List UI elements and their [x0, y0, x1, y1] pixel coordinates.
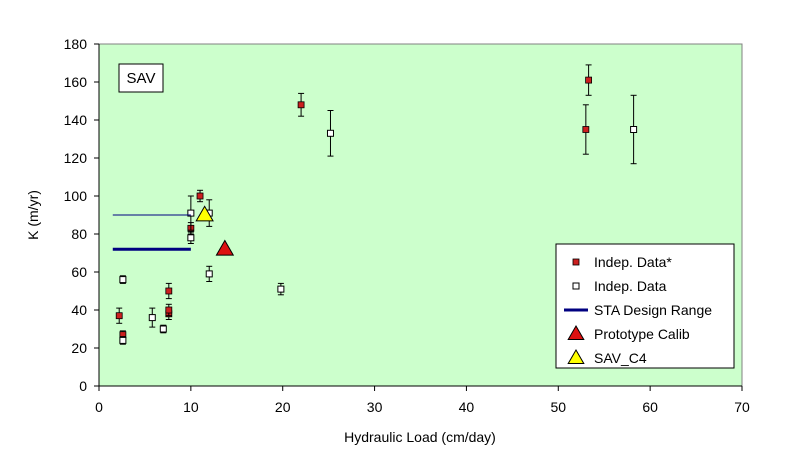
indep-data-point — [630, 126, 638, 133]
x-tick-label: 50 — [550, 399, 566, 415]
y-tick-label: 80 — [71, 226, 87, 242]
legend-label: Indep. Data — [594, 278, 667, 294]
indep-data-point — [205, 270, 213, 278]
y-tick-label: 180 — [64, 36, 88, 52]
indep-data-point — [187, 234, 195, 242]
indep-data-point — [277, 285, 285, 293]
x-tick-label: 30 — [367, 399, 383, 415]
legend-symbol-prototype-calib — [567, 324, 585, 340]
x-tick-label: 40 — [459, 399, 475, 415]
legend-label: Prototype Calib — [594, 326, 690, 342]
x-tick-label: 70 — [734, 399, 750, 415]
x-tick-label: 20 — [275, 399, 291, 415]
legend-symbol-indep-data — [572, 282, 580, 290]
x-axis-title: Hydraulic Load (cm/day) — [344, 429, 496, 445]
inset-label: SAV — [127, 70, 156, 87]
x-tick-label: 60 — [642, 399, 658, 415]
indep-data-star-point — [297, 101, 305, 109]
indep-data-point — [148, 314, 156, 322]
indep-data-star-point — [165, 306, 173, 314]
indep-data-star-point — [585, 76, 592, 84]
y-axis-title: K (m/yr) — [25, 190, 41, 240]
indep-data-star-point — [196, 192, 204, 200]
legend-label: Indep. Data* — [594, 254, 672, 270]
y-tick-label: 60 — [71, 264, 87, 280]
y-tick-label: 140 — [64, 112, 88, 128]
x-tick-label: 10 — [183, 399, 199, 415]
y-tick-label: 20 — [71, 340, 87, 356]
axes: 0 10 20 30 40 50 60 70 0 20 40 60 80 100 120 140 160 180 — [64, 36, 750, 415]
inset-box: SAV — [118, 63, 164, 93]
legend-box — [555, 243, 735, 369]
indep-data-star-point — [115, 312, 123, 320]
y-tick-label: 160 — [64, 74, 88, 90]
legend: Indep. Data* Indep. Data STA Design Range P… — [555, 243, 735, 369]
y-tick-label: 120 — [64, 150, 88, 166]
y-tick-label: 40 — [71, 302, 87, 318]
legend-symbol-sav-c4 — [567, 348, 585, 364]
sav-c4-point — [195, 205, 214, 222]
y-tick-label: 0 — [79, 378, 87, 394]
indep-data-star-point — [165, 287, 173, 295]
indep-data-point — [159, 325, 167, 333]
prototype-calib-point — [215, 239, 235, 256]
indep-data-point — [187, 209, 195, 217]
y-tick-label: 100 — [64, 188, 88, 204]
legend-symbol-indep-data-star — [572, 258, 580, 266]
indep-data-point — [326, 129, 334, 137]
indep-data-point — [119, 276, 127, 284]
x-tick-label: 0 — [95, 399, 103, 415]
legend-label: SAV_C4 — [594, 350, 647, 366]
indep-data-star-point — [582, 126, 590, 133]
data-marks — [112, 64, 638, 345]
indep-data-point — [119, 336, 127, 344]
legend-label: STA Design Range — [594, 302, 712, 318]
